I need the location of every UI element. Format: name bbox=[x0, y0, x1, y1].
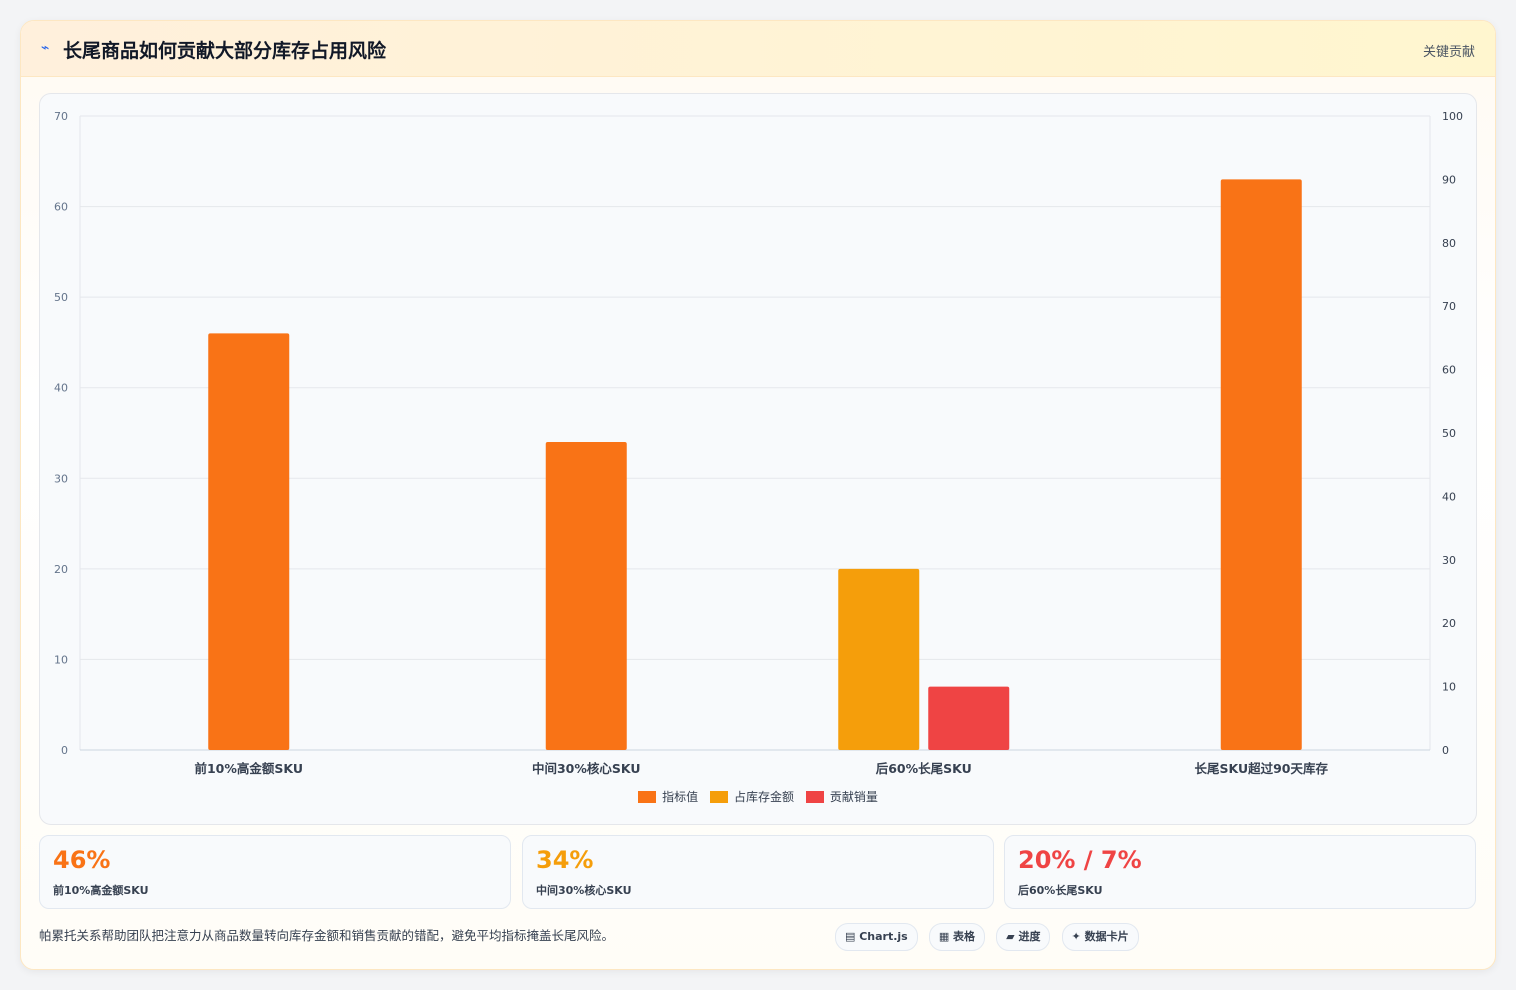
y-tick-left: 0 bbox=[61, 744, 68, 757]
bar bbox=[545, 442, 627, 750]
y-tick-left: 60 bbox=[54, 201, 68, 214]
bar bbox=[928, 686, 1010, 750]
legend-label-1: 占库存金额 bbox=[733, 790, 794, 804]
legend-item-2[interactable]: 贡献销量 bbox=[805, 788, 878, 805]
chart-card: ⌁ 长尾商品如何贡献大部分库存占用风险 关键贡献 0 10 20 30 40 50 60 70… bbox=[20, 20, 1496, 970]
chip-data-card[interactable]: ✦ 数据卡片 bbox=[1061, 923, 1139, 951]
legend-item-0[interactable]: 指标值 bbox=[638, 788, 698, 805]
y-tick-left: 40 bbox=[54, 382, 68, 395]
y-tick-right: 20 bbox=[1442, 617, 1456, 630]
y-tick-left: 50 bbox=[54, 291, 68, 304]
stat-value: 20% / 7% bbox=[1018, 846, 1142, 874]
stat-card-top10: 46% 前10%高金额SKU bbox=[39, 835, 511, 909]
stat-value: 46% bbox=[53, 846, 111, 874]
card-header: ⌁ 长尾商品如何贡献大部分库存占用风险 关键贡献 bbox=[21, 21, 1495, 77]
legend-swatch-0 bbox=[638, 791, 657, 803]
legend-swatch-1 bbox=[709, 791, 728, 803]
x-tick-label: 前10%高金额SKU bbox=[194, 761, 303, 776]
chip-progress[interactable]: ▰ 进度 bbox=[996, 923, 1051, 951]
legend-label-0: 指标值 bbox=[662, 790, 699, 804]
y-tick-left: 10 bbox=[54, 653, 68, 666]
tag-chips: ▤ Chart.js ▦ 表格 ▰ 进度 ✦ 数据卡片 bbox=[835, 923, 1145, 951]
y-tick-right: 10 bbox=[1442, 681, 1456, 694]
footnote: 帕累托关系帮助团队把注意力从商品数量转向库存金额和销售贡献的错配，避免平均指标掩… bbox=[39, 928, 615, 943]
bar bbox=[838, 568, 920, 750]
stat-label: 中间30%核心SKU bbox=[536, 884, 632, 897]
x-tick-label: 中间30%核心SKU bbox=[532, 761, 641, 776]
x-tick-label: 后60%长尾SKU bbox=[876, 761, 972, 776]
y-tick-right: 60 bbox=[1442, 364, 1456, 377]
chart-icon: ⌁ bbox=[41, 40, 50, 56]
legend-swatch-2 bbox=[805, 791, 824, 803]
chart-legend: 指标值 占库存金额 贡献销量 bbox=[40, 788, 1476, 805]
y-tick-left: 20 bbox=[54, 563, 68, 576]
y-tick-right: 40 bbox=[1442, 490, 1456, 503]
y-tick-right: 30 bbox=[1442, 554, 1456, 567]
header-badge: 关键贡献 bbox=[1422, 45, 1475, 60]
y-tick-right: 80 bbox=[1442, 237, 1456, 250]
legend-label-2: 贡献销量 bbox=[829, 790, 878, 804]
bar bbox=[208, 333, 290, 750]
y-tick-right: 70 bbox=[1442, 300, 1456, 313]
chart-area: 0 10 20 30 40 50 60 70 0 10 20 30 40 50 60 70 80 90 100 前10… bbox=[39, 93, 1477, 825]
stat-value: 34% bbox=[536, 846, 594, 874]
chip-chartjs[interactable]: ▤ Chart.js bbox=[835, 923, 918, 951]
y-tick-right: 90 bbox=[1442, 173, 1456, 186]
y-tick-right: 100 bbox=[1442, 110, 1463, 123]
y-tick-left: 70 bbox=[54, 110, 68, 123]
stat-card-tail60: 20% / 7% 后60%长尾SKU bbox=[1004, 835, 1476, 909]
y-tick-left: 30 bbox=[54, 472, 68, 485]
y-tick-right: 50 bbox=[1442, 427, 1456, 440]
stat-label: 后60%长尾SKU bbox=[1018, 884, 1103, 897]
stat-card-mid30: 34% 中间30%核心SKU bbox=[522, 835, 994, 909]
y-tick-right: 0 bbox=[1442, 744, 1449, 757]
stat-label: 前10%高金额SKU bbox=[53, 884, 149, 897]
bar-chart: 0 10 20 30 40 50 60 70 0 10 20 30 40 50 60 70 80 90 100 前10… bbox=[54, 110, 1463, 776]
bar bbox=[1220, 179, 1302, 750]
legend-item-1[interactable]: 占库存金额 bbox=[709, 788, 794, 805]
x-tick-label: 长尾SKU超过90天库存 bbox=[1194, 761, 1328, 776]
chip-table[interactable]: ▦ 表格 bbox=[928, 923, 986, 951]
card-title: 长尾商品如何贡献大部分库存占用风险 bbox=[63, 40, 387, 62]
